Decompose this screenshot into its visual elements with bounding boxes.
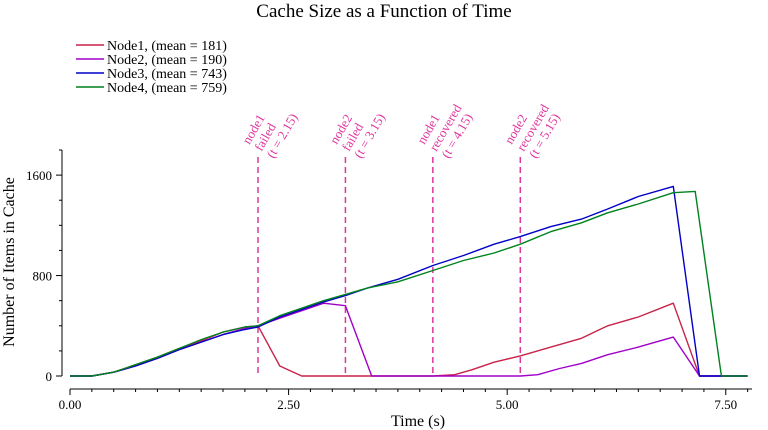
y-tick-label: 800: [33, 269, 53, 284]
y-axis-label: Number of Items in Cache: [1, 177, 18, 347]
x-tick-label: 0.00: [59, 397, 82, 412]
legend: Node1, (mean = 181)Node2, (mean = 190)No…: [76, 39, 227, 96]
series-line-node3: [70, 185, 748, 377]
axes: 0 800 1600 0.00 2.50 5.00 7.50: [26, 149, 752, 412]
x-axis-label: Time (s): [391, 413, 445, 430]
chart-title: Cache Size as a Function of Time: [256, 1, 511, 22]
y-tick-label: 1600: [26, 168, 52, 183]
y-tick-label: 0: [46, 369, 53, 384]
x-tick-label: 7.50: [714, 397, 737, 412]
x-tick-label: 5.00: [496, 397, 519, 412]
series-line-node4: [70, 190, 748, 377]
x-tick-label: 2.50: [277, 397, 300, 412]
series-layer: [70, 185, 748, 377]
legend-label: Node4, (mean = 759): [107, 81, 227, 96]
legend-label: Node1, (mean = 181): [107, 39, 227, 54]
legend-label: Node3, (mean = 743): [107, 67, 227, 82]
series-line-node1: [70, 302, 748, 377]
legend-label: Node2, (mean = 190): [107, 53, 227, 68]
